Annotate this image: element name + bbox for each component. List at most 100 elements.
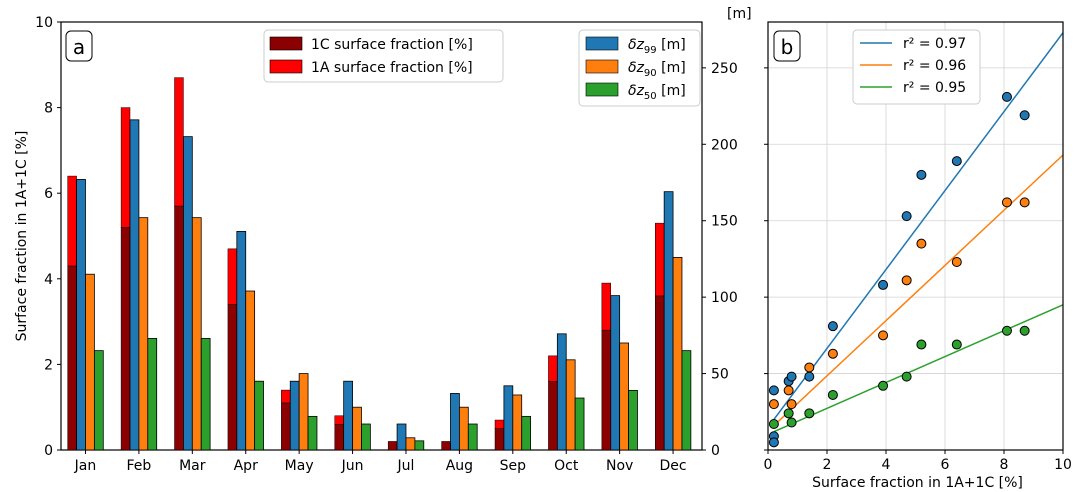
scatter-point-0 bbox=[1019, 110, 1030, 121]
bar-dz50-may bbox=[307, 415, 318, 451]
bar-dz50-jun bbox=[361, 423, 371, 451]
scatter-point-1 bbox=[804, 362, 815, 373]
bar-dz90-apr bbox=[245, 290, 256, 451]
scatter-point-2 bbox=[768, 419, 779, 430]
bar-dz50-sep bbox=[521, 415, 532, 451]
x-tick-label: 6 bbox=[941, 457, 950, 473]
scatter-point-0 bbox=[901, 211, 912, 222]
x-tick-label: Aug bbox=[446, 458, 473, 474]
y-tick-label-left: 10 bbox=[35, 15, 53, 31]
y-axis-label: Surface fraction in 1A+1C [%] bbox=[14, 131, 30, 342]
bar-dz50-mar bbox=[200, 338, 211, 451]
y-tick-label-left: 8 bbox=[44, 101, 53, 117]
scatter-point-2 bbox=[916, 339, 927, 350]
y-tick-label-left: 0 bbox=[44, 443, 53, 459]
bar-dz90-jan bbox=[85, 273, 95, 451]
scatter-point-1 bbox=[878, 330, 889, 341]
x-tick-label: Sep bbox=[500, 458, 527, 474]
scatter-point-2 bbox=[786, 417, 797, 428]
scatter-point-2 bbox=[1019, 325, 1030, 336]
scatter-point-1 bbox=[783, 385, 794, 396]
x-tick-label: Jan bbox=[74, 458, 97, 474]
right-axis-unit: [m] bbox=[727, 6, 752, 22]
legend-label: δz90 [m] bbox=[628, 60, 686, 79]
y-tick-label-left: 4 bbox=[44, 272, 53, 288]
scatter-point-1 bbox=[951, 256, 962, 267]
y-tick-label-right: 50 bbox=[711, 367, 729, 383]
x-tick-label: Oct bbox=[554, 458, 579, 474]
x-tick-label: Nov bbox=[606, 458, 633, 474]
x-tick-label: Feb bbox=[127, 458, 152, 474]
bar-1c-nov bbox=[601, 329, 611, 451]
scatter-point-2 bbox=[827, 389, 838, 400]
bar-dz99-jul bbox=[396, 423, 407, 451]
bar-dz90-dec bbox=[672, 256, 683, 451]
bar-1c-dec bbox=[655, 295, 665, 451]
legend-label: r² = 0.96 bbox=[903, 58, 966, 74]
scatter-point-1 bbox=[1001, 197, 1012, 208]
x-tick-label: Dec bbox=[660, 458, 687, 474]
y-tick-label-left: 6 bbox=[44, 186, 53, 202]
bar-dz50-feb bbox=[147, 338, 158, 451]
panel-label-box bbox=[65, 30, 93, 62]
scatter-point-0 bbox=[827, 321, 838, 332]
bar-dz99-apr bbox=[236, 231, 247, 451]
scatter-point-1 bbox=[827, 348, 838, 359]
x-tick-label: Jul bbox=[397, 458, 415, 474]
scatter-point-1 bbox=[786, 399, 797, 410]
bar-dz90-mar bbox=[191, 217, 202, 451]
scatter-point-0 bbox=[804, 371, 815, 382]
panel-label: b bbox=[781, 35, 794, 59]
legend-swatch bbox=[269, 59, 303, 74]
bar-1c-may bbox=[281, 402, 291, 451]
bar-dz90-oct bbox=[565, 359, 576, 451]
x-tick-label: 8 bbox=[1000, 457, 1009, 473]
bar-dz90-sep bbox=[512, 394, 523, 451]
bar-dz50-aug bbox=[467, 423, 478, 451]
x-tick-label: 0 bbox=[764, 457, 773, 473]
bar-1c-aug bbox=[441, 441, 451, 451]
bar-1a-jan bbox=[67, 175, 77, 267]
x-axis-label: Surface fraction in 1A+1C [%] bbox=[812, 475, 1023, 491]
bar-dz50-jan bbox=[93, 350, 104, 451]
y-tick-label-right: 150 bbox=[711, 214, 738, 230]
scatter-point-0 bbox=[916, 169, 927, 180]
bar-dz99-may bbox=[289, 380, 300, 451]
bar-dz90-nov bbox=[619, 342, 629, 451]
bar-1a-nov bbox=[601, 282, 611, 331]
x-tick-label: May bbox=[285, 458, 314, 474]
bar-1c-apr bbox=[227, 304, 238, 451]
bar-1a-feb bbox=[120, 107, 131, 228]
scatter-point-1 bbox=[901, 275, 912, 286]
legend-label: δz99 [m] bbox=[628, 37, 686, 56]
bar-1a-dec bbox=[655, 222, 665, 297]
x-tick-label: 4 bbox=[882, 457, 891, 473]
panel-a-frame bbox=[60, 21, 703, 451]
fit-line-1 bbox=[773, 154, 1063, 427]
scatter-point-2 bbox=[783, 408, 794, 419]
bar-dz90-may bbox=[298, 373, 309, 451]
scatter-point-0 bbox=[1001, 91, 1012, 102]
fit-line-2 bbox=[773, 304, 1063, 433]
legend-label: r² = 0.95 bbox=[903, 80, 966, 96]
scatter-point-2 bbox=[804, 408, 815, 419]
x-tick-label: Mar bbox=[179, 458, 206, 474]
scatter-point-0 bbox=[768, 385, 779, 396]
y-tick-label-right: 200 bbox=[711, 137, 738, 153]
legend-b bbox=[852, 29, 981, 105]
scatter-point-0 bbox=[951, 156, 962, 167]
panel-b-frame bbox=[767, 21, 1064, 451]
bar-dz50-nov bbox=[628, 389, 638, 451]
bar-dz90-feb bbox=[138, 217, 149, 451]
bar-dz99-mar bbox=[183, 136, 193, 451]
bar-1a-apr bbox=[227, 248, 238, 305]
bar-1a-may bbox=[281, 389, 291, 404]
legend-swatch bbox=[585, 36, 619, 51]
bar-1c-mar bbox=[174, 205, 184, 451]
legend-swatch bbox=[585, 82, 619, 97]
panel-label-box bbox=[773, 30, 801, 62]
bar-dz90-jul bbox=[405, 437, 416, 451]
legend-label: 1C surface fraction [%] bbox=[311, 37, 473, 53]
y-tick-label-left: 2 bbox=[44, 357, 53, 373]
